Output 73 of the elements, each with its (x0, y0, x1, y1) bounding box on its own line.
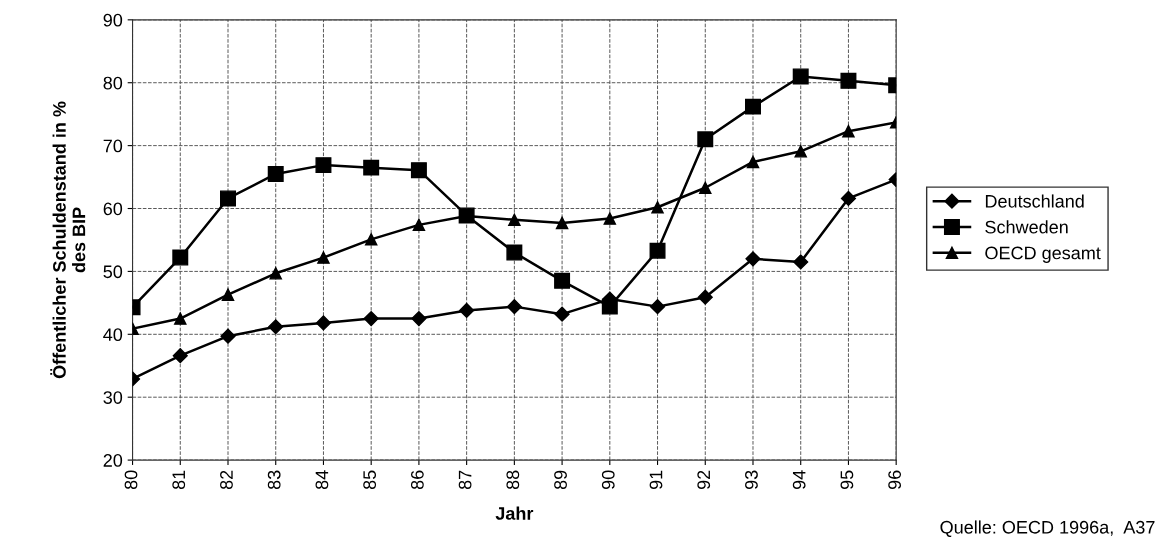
x-tick-label: 83 (267, 470, 281, 490)
y-tick-label: 70 (103, 139, 123, 153)
point (651, 201, 664, 214)
point (793, 254, 809, 270)
x-tick-label: 92 (697, 470, 711, 490)
point (364, 233, 378, 246)
point (554, 306, 570, 322)
point (792, 68, 809, 85)
x-tick-label: 86 (410, 470, 424, 490)
x-tick-label: 96 (888, 470, 902, 490)
point (412, 218, 426, 232)
point (220, 190, 236, 207)
point (172, 348, 188, 364)
source-note: Quelle: OECD 1996a, A37 (940, 520, 1155, 537)
x-tick-label: 93 (745, 470, 758, 490)
point (410, 162, 427, 179)
x-tick-label: 90 (601, 470, 615, 490)
point (315, 157, 332, 174)
x-tick-label: 94 (792, 470, 806, 490)
point (697, 131, 714, 148)
point (554, 272, 571, 289)
legend-label: OECD gesamt (985, 246, 1101, 263)
x-tick-label: 84 (315, 470, 329, 490)
point (221, 288, 235, 301)
x-tick-label: 85 (363, 470, 377, 490)
point (174, 312, 187, 325)
point (220, 328, 236, 344)
point (649, 299, 666, 315)
point (315, 315, 332, 331)
x-tick-label: 95 (840, 470, 854, 490)
x-tick-label: 89 (554, 470, 567, 490)
y-tick-label: 80 (103, 76, 123, 90)
point (459, 302, 475, 318)
point (506, 299, 522, 315)
legend-label: Deutschland (985, 194, 1084, 208)
legend-label: Schweden (985, 220, 1068, 234)
point (555, 216, 569, 230)
x-tick-label: 87 (458, 470, 472, 490)
y-tick-label: 90 (103, 13, 123, 27)
point (745, 251, 761, 267)
y-tick-label: 40 (103, 328, 123, 342)
point (601, 298, 618, 315)
point (172, 249, 189, 266)
point (508, 213, 521, 227)
x-tick-label: 82 (220, 470, 233, 490)
y-tick-label: 30 (103, 391, 123, 404)
point (268, 319, 284, 335)
point (603, 212, 617, 225)
point (649, 242, 666, 259)
point (840, 190, 857, 207)
point (411, 311, 427, 327)
point (317, 251, 330, 264)
y-axis-title: Öffentlicher Schuldenstand in % des BIP (50, 101, 86, 379)
x-tick-label: 81 (172, 470, 186, 490)
point (842, 124, 855, 138)
y-tick-label: 60 (103, 202, 123, 216)
x-tick-label: 88 (506, 470, 520, 490)
point (269, 267, 282, 280)
x-tick-label: 91 (649, 470, 663, 490)
x-axis-title: Jahr (495, 506, 534, 520)
y-tick-label: 50 (103, 265, 123, 279)
point (267, 165, 284, 182)
point (363, 311, 379, 327)
point (840, 72, 857, 89)
point (746, 155, 760, 169)
point (745, 98, 761, 115)
point (506, 244, 523, 261)
x-tick-label: 80 (124, 470, 138, 490)
point (697, 289, 713, 305)
point (794, 145, 807, 158)
point (699, 181, 712, 195)
y-tick-label: 20 (103, 454, 123, 467)
point (363, 159, 380, 176)
